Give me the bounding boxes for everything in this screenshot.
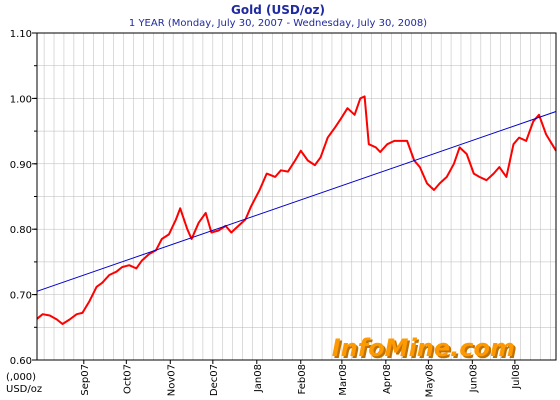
- y-tick-label: 0.80: [10, 225, 32, 236]
- chart-title: Gold (USD/oz): [231, 3, 325, 17]
- y-tick-label: 0.70: [10, 291, 32, 302]
- chart-subtitle: 1 YEAR (Monday, July 30, 2007 - Wednesda…: [129, 18, 427, 29]
- watermark-shadow: InfoMine.com: [334, 336, 517, 364]
- x-axis-labels: Sep07 Oct07 Nov07 Dec07 Jan08 Feb08 Mar08 Apr08…: [80, 364, 522, 397]
- x-tick-label: Mar08: [338, 364, 349, 396]
- y-tick-label: 0.90: [10, 160, 32, 171]
- x-tick-label: Jul08: [511, 364, 522, 390]
- x-tick-label: Feb08: [297, 364, 308, 394]
- x-tick-label: Jan08: [253, 364, 264, 393]
- grid-lines: [37, 33, 556, 360]
- gold-price-line: [36, 95, 557, 325]
- y-tick-label: 0.60: [10, 356, 32, 367]
- x-tick-label: Nov07: [166, 364, 177, 396]
- y-axis-labels: 0.60 0.70 0.80 0.90 1.00 1.10: [10, 29, 32, 367]
- x-tick-label: Jun08: [468, 364, 479, 393]
- y-axis-unit: (,000) USD/oz: [6, 372, 42, 395]
- infomine-watermark: InfoMine.com InfoMine.com: [332, 334, 517, 364]
- x-tick-label: Sep07: [80, 364, 91, 396]
- series-layer: [36, 95, 557, 325]
- watermark-text: InfoMine.com: [332, 334, 515, 362]
- y-tick-label: 1.10: [10, 29, 32, 40]
- x-tick-label: Apr08: [382, 364, 393, 394]
- tick-marks: [32, 32, 516, 364]
- x-tick-label: Dec07: [209, 364, 220, 396]
- trend-line: [36, 111, 557, 292]
- x-tick-label: Oct07: [122, 364, 133, 394]
- y-tick-label: 1.00: [10, 94, 32, 105]
- x-tick-label: May08: [424, 364, 435, 397]
